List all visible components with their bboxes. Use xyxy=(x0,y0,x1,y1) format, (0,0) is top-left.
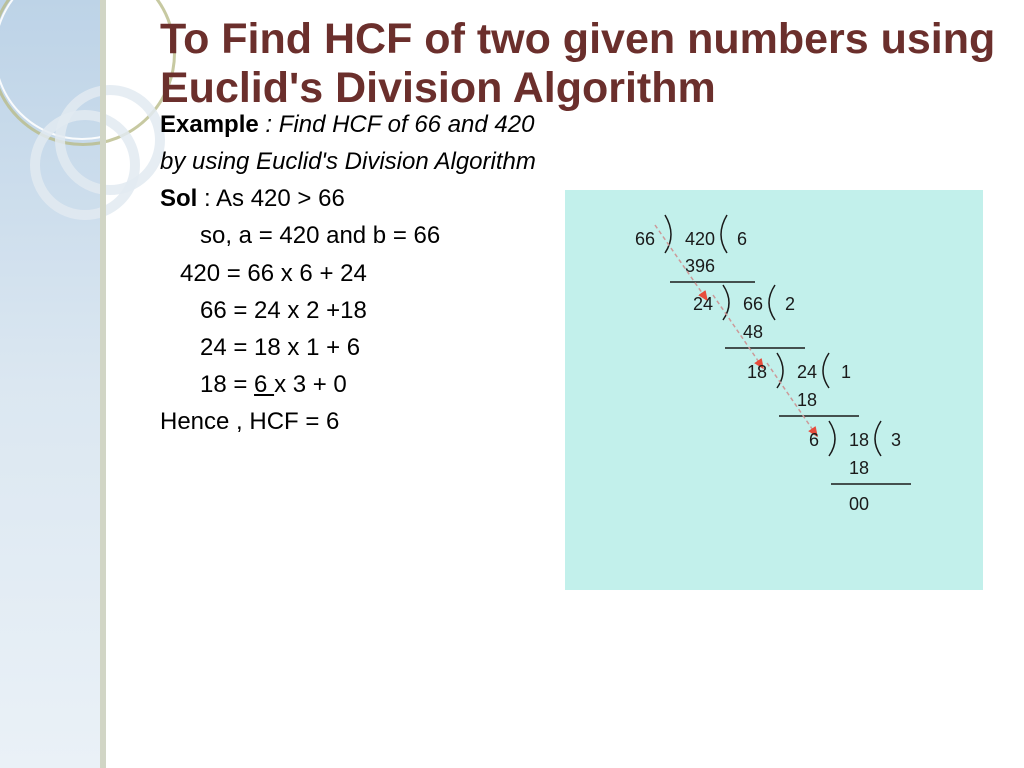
example-label: Example xyxy=(160,111,259,138)
sol-line2: so, a = 420 and b = 66 xyxy=(160,217,560,254)
s4-product: 18 xyxy=(849,458,869,478)
sol-step4-underline: 6 xyxy=(254,371,274,398)
sol-step2: 66 = 24 x 2 +18 xyxy=(160,292,560,329)
decor-ring-small-2 xyxy=(55,85,165,195)
slide-content: To Find HCF of two given numbers using E… xyxy=(160,15,1000,441)
sol-colon: : xyxy=(197,185,216,212)
sol-step1: 420 = 66 x 6 + 24 xyxy=(160,255,560,292)
example-colon: : xyxy=(265,111,278,138)
example-line: Example : Find HCF of 66 and 420 by usin… xyxy=(160,106,560,180)
sol-step4-post: x 3 + 0 xyxy=(274,371,347,398)
side-stripe xyxy=(100,0,106,768)
sol-step4: 18 = 6 x 3 + 0 xyxy=(160,366,560,403)
sol-text-1: As 420 > 66 xyxy=(216,185,345,212)
sol-step3: 24 = 18 x 1 + 6 xyxy=(160,329,560,366)
sol-label: Sol xyxy=(160,185,197,212)
sol-line1: Sol : As 420 > 66 xyxy=(160,180,560,217)
text-column: Example : Find HCF of 66 and 420 by usin… xyxy=(160,106,560,441)
body-row: Example : Find HCF of 66 and 420 by usin… xyxy=(160,106,1000,441)
sol-step4-pre: 18 = xyxy=(200,371,254,398)
slide-title: To Find HCF of two given numbers using E… xyxy=(160,15,1000,114)
final-remainder: 00 xyxy=(849,494,869,514)
sol-hence: Hence , HCF = 6 xyxy=(160,403,560,440)
